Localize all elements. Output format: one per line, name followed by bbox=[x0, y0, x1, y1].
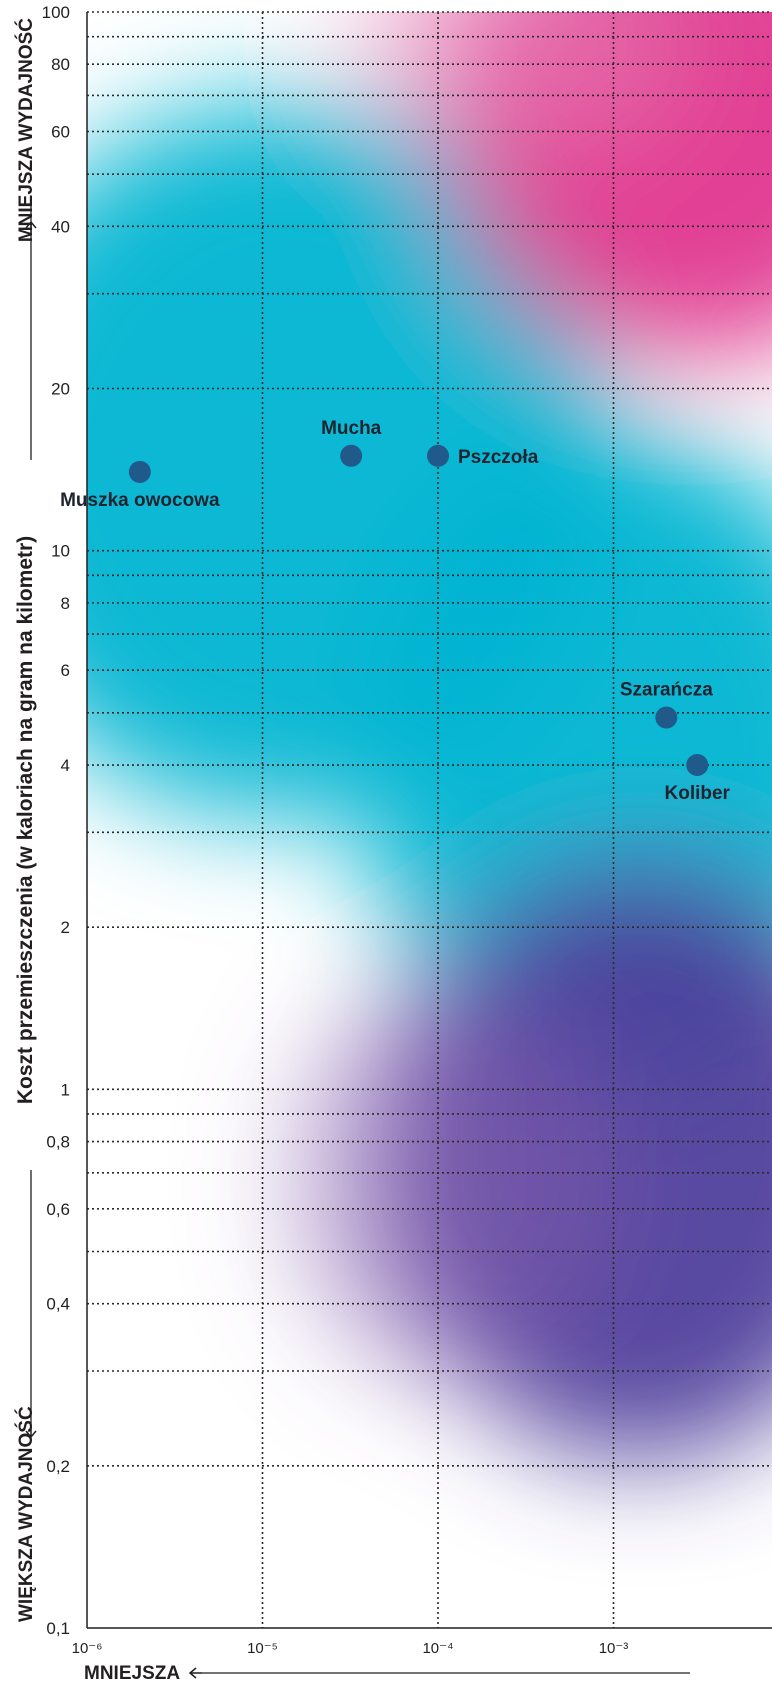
y-tick-label: 20 bbox=[51, 380, 70, 399]
x-tick-label: 10⁻⁶ bbox=[72, 1640, 103, 1657]
point-marker bbox=[340, 444, 363, 467]
point-label: Mucha bbox=[321, 418, 382, 439]
point-marker bbox=[655, 706, 678, 729]
data-point: Koliber bbox=[665, 754, 731, 804]
arrow-left-icon bbox=[188, 1667, 202, 1679]
point-marker bbox=[686, 754, 709, 777]
data-point: Muszka owocowa bbox=[60, 460, 220, 511]
x-tick-label: 10⁻³ bbox=[599, 1640, 629, 1657]
x-tick-labels: 10⁻⁶ 10⁻⁵ 10⁻⁴ 10⁻³ bbox=[72, 1640, 629, 1657]
y-tick-label: 40 bbox=[51, 217, 70, 236]
y-tick-labels: 100 80 60 40 20 10 8 6 4 2 1 0,8 0,6 0,4 0,2 0,1 bbox=[42, 3, 70, 1638]
data-point: Szarańcza bbox=[620, 680, 713, 729]
arrow-up-icon bbox=[25, 220, 37, 234]
x-axis-note: MNIEJSZA bbox=[84, 1663, 180, 1684]
y-tick-label: 100 bbox=[42, 3, 70, 22]
x-tick-label: 10⁻⁴ bbox=[422, 1640, 453, 1657]
axes-frame bbox=[86, 12, 772, 1629]
y-tick-label: 80 bbox=[51, 55, 70, 74]
y-axis-note-top: MNIEJSZA WYDAJNOŚĆ bbox=[15, 18, 37, 242]
data-points: Muszka owocowa Mucha Pszczoła Szarańcza Koli… bbox=[60, 418, 730, 804]
y-tick-label: 1 bbox=[61, 1080, 70, 1099]
y-tick-label: 0,1 bbox=[46, 1619, 70, 1638]
grid bbox=[87, 11, 772, 1628]
point-label: Szarańcza bbox=[620, 680, 713, 701]
point-marker bbox=[427, 444, 450, 467]
data-point: Mucha bbox=[321, 418, 382, 467]
point-label: Pszczoła bbox=[458, 447, 539, 468]
y-tick-label: 4 bbox=[61, 756, 70, 775]
y-tick-label: 8 bbox=[61, 594, 70, 613]
y-axis-title: Koszt przemieszczenia (w kaloriach na gr… bbox=[14, 536, 37, 1104]
violet-haze bbox=[290, 980, 610, 1380]
x-axis-title-group: MNIEJSZA bbox=[84, 1663, 690, 1684]
y-tick-label: 6 bbox=[61, 661, 70, 680]
y-tick-label: 60 bbox=[51, 123, 70, 142]
y-axis-title-group: Koszt przemieszczenia (w kaloriach na gr… bbox=[14, 18, 37, 1622]
y-tick-label: 0,6 bbox=[46, 1200, 70, 1219]
y-tick-label: 0,4 bbox=[46, 1295, 70, 1314]
pink-cloud bbox=[360, 12, 680, 150]
point-label: Muszka owocowa bbox=[60, 490, 220, 511]
gradient-background bbox=[87, 12, 772, 1460]
point-label: Koliber bbox=[665, 783, 731, 804]
arrow-down-icon bbox=[25, 1425, 37, 1439]
y-tick-label: 0,2 bbox=[46, 1457, 70, 1476]
y-tick-label: 10 bbox=[51, 542, 70, 561]
x-tick-label: 10⁻⁵ bbox=[247, 1640, 278, 1657]
data-point: Pszczoła bbox=[427, 444, 539, 468]
y-tick-label: 0,8 bbox=[46, 1133, 70, 1152]
y-tick-label: 2 bbox=[61, 918, 70, 937]
y-axis-note-bottom: WIĘKSZA WYDAJNOŚĆ bbox=[15, 1406, 37, 1622]
point-marker bbox=[128, 460, 151, 483]
